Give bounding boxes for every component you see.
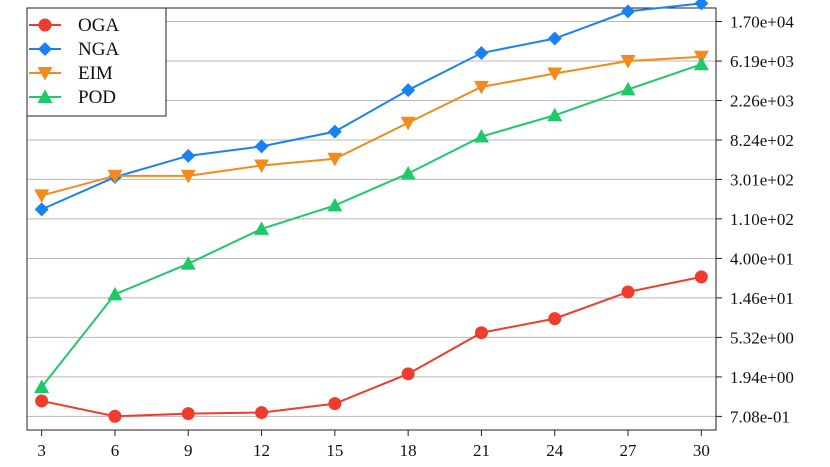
series-line-pod xyxy=(40,63,702,388)
point-eim-5 xyxy=(400,116,416,131)
series-nga xyxy=(34,0,709,217)
point-pod-2 xyxy=(180,256,196,270)
legend-marker-eim xyxy=(37,67,53,81)
series-layer xyxy=(34,0,709,423)
x-tick-label-7: 24 xyxy=(546,441,564,460)
series-oga xyxy=(35,270,708,423)
point-pod-9 xyxy=(693,56,709,71)
x-tick-label-2: 9 xyxy=(184,441,193,460)
legend-item-pod: POD xyxy=(29,87,116,108)
y-tick-label-9: 6.19e+03 xyxy=(730,52,794,71)
legend: OGA NGA EIM POD xyxy=(26,7,167,117)
point-oga-5 xyxy=(401,367,415,381)
point-nga-0 xyxy=(34,202,49,217)
y-tick-label-1: 1.94e+00 xyxy=(730,368,794,387)
point-eim-3 xyxy=(254,159,270,173)
point-nga-8 xyxy=(621,4,636,19)
legend-marker-pod xyxy=(37,89,53,103)
point-pod-6 xyxy=(473,129,489,143)
y-tick-label-2: 5.32e+00 xyxy=(730,328,794,347)
point-pod-1 xyxy=(107,286,123,301)
point-nga-3 xyxy=(254,139,269,154)
legend-marker-nga xyxy=(38,42,52,56)
y-tick-label-4: 4.00e+01 xyxy=(730,249,794,268)
point-pod-0 xyxy=(34,379,50,393)
point-nga-7 xyxy=(547,31,562,46)
point-eim-8 xyxy=(620,54,636,69)
point-oga-0 xyxy=(35,394,49,408)
point-oga-2 xyxy=(181,407,195,421)
point-oga-8 xyxy=(621,285,635,299)
x-tick-label-5: 18 xyxy=(400,441,417,460)
legend-label-pod: POD xyxy=(78,87,116,108)
point-eim-7 xyxy=(547,67,563,82)
point-nga-6 xyxy=(474,46,489,61)
point-eim-6 xyxy=(473,80,489,95)
y-tick-label-0: 7.08e-01 xyxy=(730,407,790,426)
series-line-nga xyxy=(41,2,702,211)
point-oga-9 xyxy=(694,270,708,284)
legend-item-oga: OGA xyxy=(29,15,119,36)
series-line-eim xyxy=(41,55,702,197)
point-pod-5 xyxy=(400,166,416,180)
legend-label-nga: NGA xyxy=(78,39,119,60)
point-pod-4 xyxy=(327,197,343,212)
x-tick-label-0: 3 xyxy=(37,441,46,460)
point-oga-6 xyxy=(474,326,488,340)
y-tick-label-5: 1.10e+02 xyxy=(730,210,794,229)
y-tick-label-6: 3.01e+02 xyxy=(730,170,794,189)
y-tick-label-3: 1.46e+01 xyxy=(730,289,794,308)
x-tick-label-8: 27 xyxy=(620,441,638,460)
point-nga-9 xyxy=(694,0,709,11)
series-eim xyxy=(34,50,709,203)
point-nga-2 xyxy=(181,148,196,163)
legend-item-nga: NGA xyxy=(29,39,119,60)
point-pod-7 xyxy=(547,107,563,122)
legend-marker-oga xyxy=(38,18,52,32)
y-tick-label-7: 8.24e+02 xyxy=(730,131,794,150)
point-nga-4 xyxy=(327,124,342,139)
point-eim-2 xyxy=(180,169,196,184)
x-tick-label-6: 21 xyxy=(473,441,490,460)
series-pod xyxy=(34,56,709,393)
x-tick-label-1: 6 xyxy=(111,441,120,460)
x-tick-label-3: 12 xyxy=(253,441,270,460)
point-oga-4 xyxy=(328,397,342,411)
legend-label-eim: EIM xyxy=(78,63,113,84)
legend-item-eim: EIM xyxy=(29,63,113,84)
point-nga-5 xyxy=(401,83,416,98)
point-oga-7 xyxy=(548,312,562,326)
legend-label-oga: OGA xyxy=(78,15,119,36)
point-oga-1 xyxy=(108,409,122,423)
point-eim-4 xyxy=(327,152,343,167)
y-axis: 7.08e-01 1.94e+00 5.32e+00 1.46e+01 4.00e+01… xyxy=(716,13,794,426)
point-pod-3 xyxy=(254,221,270,235)
x-tick-label-4: 15 xyxy=(326,441,343,460)
x-tick-label-9: 30 xyxy=(693,441,710,460)
y-tick-label-10: 1.70e+04 xyxy=(730,13,794,32)
point-eim-1 xyxy=(107,169,123,184)
point-eim-0 xyxy=(34,189,50,203)
y-tick-label-8: 2.26e+03 xyxy=(730,92,794,111)
point-oga-3 xyxy=(255,406,269,420)
point-pod-8 xyxy=(620,81,636,96)
x-axis: 3 6 9 12 15 18 21 24 27 30 xyxy=(37,430,710,460)
series-line-oga xyxy=(41,275,702,418)
